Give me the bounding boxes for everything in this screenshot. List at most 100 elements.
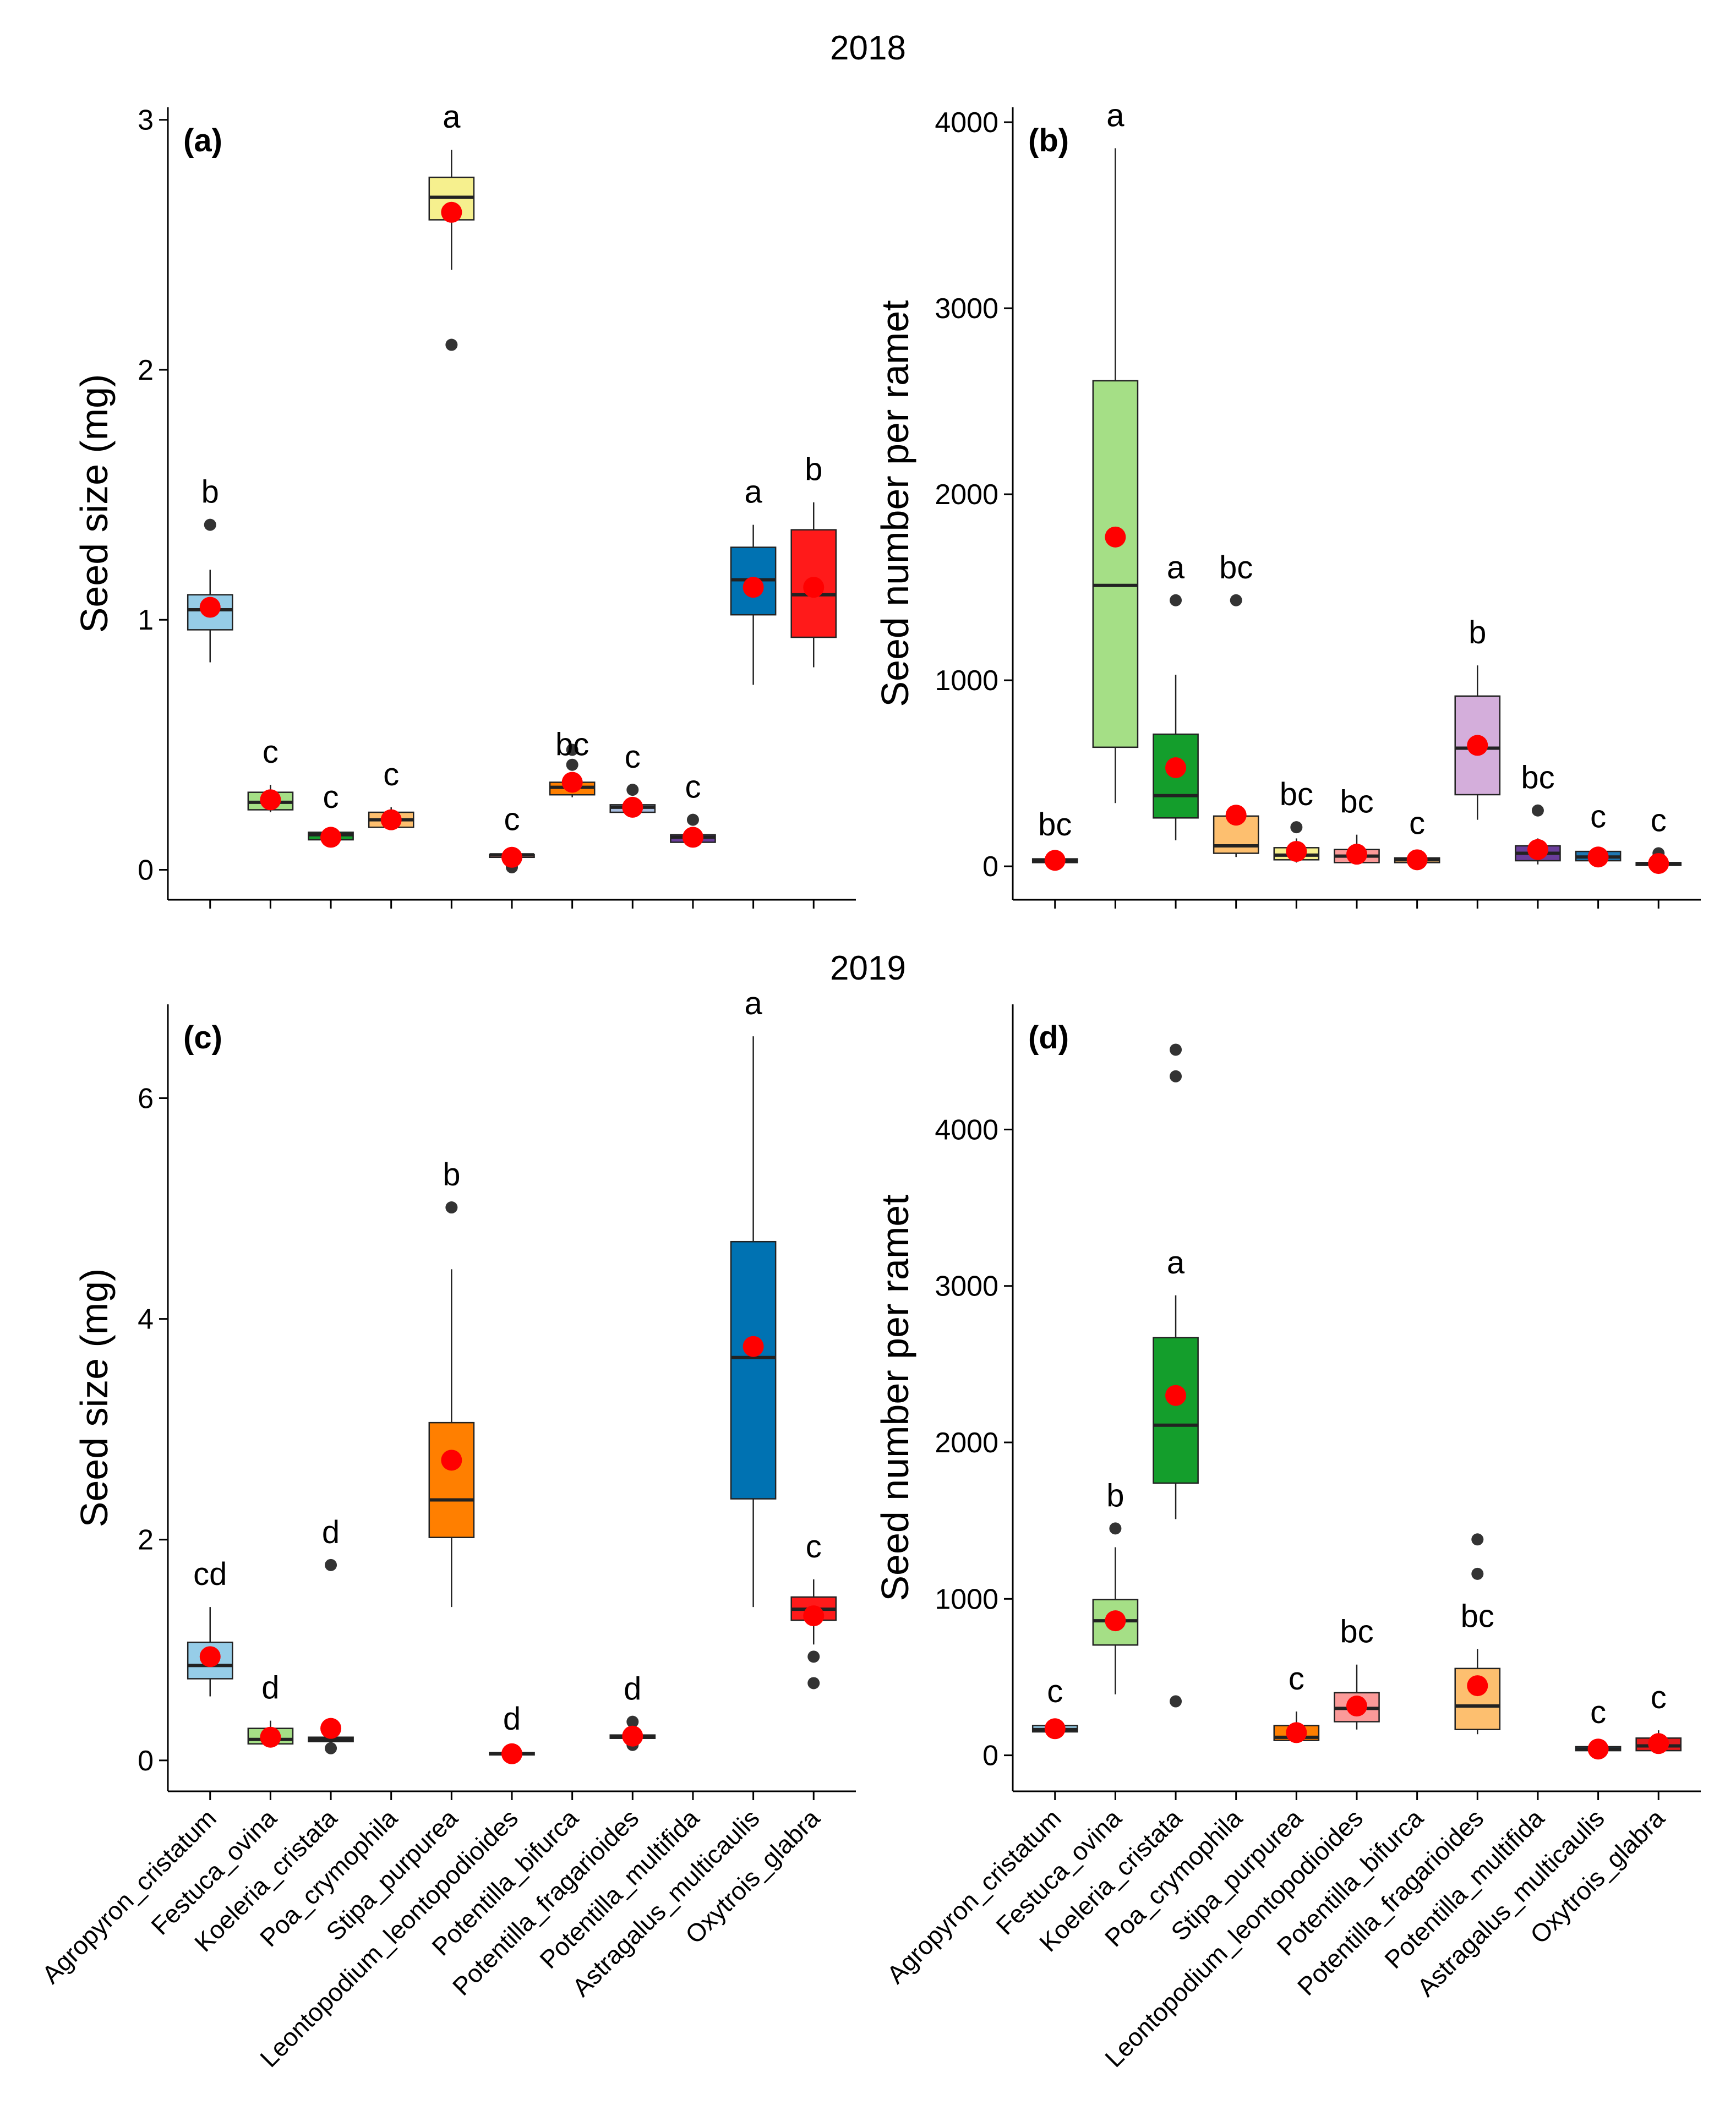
panel-a-stipa-purpurea-mean-point: [441, 201, 462, 223]
panel-c-leontopodium-leontopodioides-significance-letter: d: [503, 1701, 521, 1737]
panel-a-leontopodium-leontopodioides-significance-letter: c: [504, 802, 520, 838]
panel-c-oxytrois-glabra-outlier-point: [807, 1677, 820, 1689]
panel-b-astragalus-multicaulis-box-group: c: [1575, 799, 1622, 868]
panel-b-astragalus-multicaulis-mean-point: [1587, 846, 1609, 868]
panel-a-stipa-purpurea-significance-letter: a: [443, 99, 461, 135]
panel-b-potentilla-bifurca-mean-point: [1406, 849, 1428, 871]
panel-d-potentilla-fragarioides-significance-letter: bc: [1461, 1598, 1494, 1634]
panel-a-astragalus-multicaulis-mean-point: [743, 577, 764, 598]
panel-d-koeleria-cristata-outlier-point: [1170, 1695, 1182, 1708]
year-title-2019: 2019: [830, 949, 906, 987]
year-title-2018: 2018: [830, 29, 906, 67]
panel-b-astragalus-multicaulis-significance-letter: c: [1590, 799, 1606, 835]
panel-b-festuca-ovina-significance-letter: a: [1106, 97, 1124, 133]
panel-c-agropyron-cristatum-significance-letter: cd: [193, 1556, 227, 1592]
panel-b-oxytrois-glabra-mean-point: [1648, 853, 1669, 874]
panel-c-stipa-purpurea-box-group: b: [428, 1157, 475, 1607]
panel-d-stipa-purpurea-box-group: c: [1273, 1661, 1320, 1743]
panel-b-agropyron-cristatum-mean-point: [1044, 850, 1066, 871]
panel-c-koeleria-cristata-box-group: d: [308, 1514, 354, 1754]
panel-b-potentilla-fragarioides-mean-point: [1467, 735, 1488, 756]
panel-b-poa-crymophila-mean-point: [1225, 805, 1247, 826]
panel-c-potentilla-fragarioides-significance-letter: d: [624, 1671, 641, 1707]
panel-a-potentilla-bifurca-box-group: bc: [549, 726, 596, 797]
panel-a-y-axis-title: Seed size (mg): [73, 374, 116, 633]
panel-a-y-tick-label: 3: [138, 105, 154, 136]
panel-c-astragalus-multicaulis-significance-letter: a: [744, 986, 762, 1021]
panel-b-y-tick-label: 4000: [935, 107, 998, 139]
panel-c-leontopodium-leontopodioides-mean-point: [501, 1743, 522, 1764]
panel-c-koeleria-cristata-mean-point: [320, 1718, 342, 1739]
panel-b-y-tick-label: 2000: [935, 479, 998, 511]
panel-c-y-tick-label: 6: [138, 1082, 154, 1114]
panel-c-agropyron-cristatum-box-group: cd: [187, 1556, 233, 1697]
panel-b-potentilla-fragarioides-significance-letter: b: [1468, 615, 1486, 650]
panel-a-festuca-ovina-mean-point: [260, 789, 281, 811]
panel-a-festuca-ovina-box-group: c: [247, 734, 294, 813]
panel-d-astragalus-multicaulis-mean-point: [1587, 1738, 1609, 1760]
panel-a-label: (a): [183, 123, 222, 158]
panel-d-koeleria-cristata-significance-letter: a: [1167, 1245, 1185, 1281]
panel-c-koeleria-cristata-significance-letter: d: [322, 1514, 340, 1550]
panel-d-stipa-purpurea-mean-point: [1286, 1722, 1307, 1743]
panel-c-stipa-purpurea-outlier-point: [445, 1201, 458, 1214]
panel-d-oxytrois-glabra-mean-point: [1648, 1733, 1669, 1754]
panel-a-poa-crymophila-significance-letter: c: [383, 757, 399, 792]
panel-a-potentilla-multifida-significance-letter: c: [685, 769, 701, 805]
panel-c-festuca-ovina-significance-letter: d: [261, 1670, 279, 1706]
panel-a-y-tick-label: 2: [138, 354, 154, 386]
panel-a-agropyron-cristatum-significance-letter: b: [201, 474, 219, 510]
panel-b-y-tick-label: 3000: [935, 293, 998, 325]
panel-b-oxytrois-glabra-significance-letter: c: [1651, 802, 1667, 838]
panel-d-leontopodium-leontopodioides-box-group: bc: [1334, 1614, 1380, 1730]
panel-a-y-tick-label: 1: [138, 604, 154, 636]
panel-b-agropyron-cristatum-box-group: bc: [1031, 807, 1078, 871]
panel-a-stipa-purpurea-box-group: a: [428, 99, 475, 351]
panel-d-koeleria-cristata-box: [1153, 1337, 1199, 1484]
panel-b-festuca-ovina-box: [1092, 380, 1139, 748]
panel-d-agropyron-cristatum-mean-point: [1044, 1718, 1066, 1740]
panel-c-festuca-ovina-mean-point: [260, 1726, 281, 1748]
panel-c-potentilla-fragarioides-mean-point: [622, 1725, 643, 1747]
panel-b-leontopodium-leontopodioides-box-group: bc: [1334, 784, 1380, 865]
panel-c-stipa-purpurea-box: [428, 1421, 475, 1538]
panel-d-y-tick-label: 1000: [935, 1583, 998, 1615]
panel-a-agropyron-cristatum-mean-point: [199, 597, 221, 618]
panel-c-stipa-purpurea-significance-letter: b: [443, 1157, 460, 1193]
panel-b-stipa-purpurea-significance-letter: bc: [1280, 777, 1313, 812]
panel-c-potentilla-fragarioides-outlier-point: [626, 1715, 639, 1728]
panel-c-y-tick-label: 2: [138, 1524, 154, 1556]
panel-d-potentilla-fragarioides-outlier-point: [1471, 1533, 1484, 1546]
panel-a-festuca-ovina-significance-letter: c: [263, 734, 279, 770]
panel-d-oxytrois-glabra-box-group: c: [1635, 1680, 1682, 1754]
panel-a-koeleria-cristata-significance-letter: c: [323, 779, 339, 815]
panel-b-potentilla-multifida-outlier-point: [1531, 804, 1544, 817]
panel-b-koeleria-cristata-box-group: a: [1153, 550, 1199, 840]
panel-d-agropyron-cristatum-significance-letter: c: [1047, 1674, 1063, 1709]
panel-d-y-axis-title: Seed number per ramet: [874, 1194, 916, 1601]
panel-d-koeleria-cristata-outlier-point: [1170, 1043, 1182, 1056]
panel-d-festuca-ovina-mean-point: [1105, 1610, 1126, 1632]
panel-c-leontopodium-leontopodioides-box-group: d: [489, 1701, 535, 1764]
panel-d-y-tick-label: 2000: [935, 1427, 998, 1459]
panel-b-stipa-purpurea-box-group: bc: [1273, 777, 1320, 863]
panel-c-oxytrois-glabra-mean-point: [803, 1605, 825, 1627]
panel-a-astragalus-multicaulis-box-group: a: [730, 474, 777, 685]
panel-a-potentilla-multifida-outlier-point: [686, 813, 699, 826]
panel-c-potentilla-fragarioides-box-group: d: [609, 1671, 656, 1751]
panel-b-koeleria-cristata-outlier-point: [1170, 594, 1182, 606]
panel-a-oxytrois-glabra-box-group: b: [790, 452, 837, 668]
panel-d-astragalus-multicaulis-significance-letter: c: [1590, 1694, 1606, 1730]
panel-a-potentilla-bifurca-mean-point: [561, 772, 583, 793]
panel-d-oxytrois-glabra-significance-letter: c: [1651, 1680, 1667, 1715]
panel-c-agropyron-cristatum-mean-point: [199, 1646, 221, 1667]
panel-d-label: (d): [1028, 1020, 1069, 1056]
panel-a-poa-crymophila-box-group: c: [368, 757, 414, 830]
panel-b-potentilla-fragarioides-box-group: b: [1454, 615, 1501, 820]
panel-b-potentilla-bifurca-significance-letter: c: [1409, 806, 1425, 841]
panel-b-poa-crymophila-outlier-point: [1230, 594, 1242, 606]
panel-d-y-tick-label: 4000: [935, 1114, 998, 1146]
panel-a-leontopodium-leontopodioides-mean-point: [501, 846, 522, 868]
